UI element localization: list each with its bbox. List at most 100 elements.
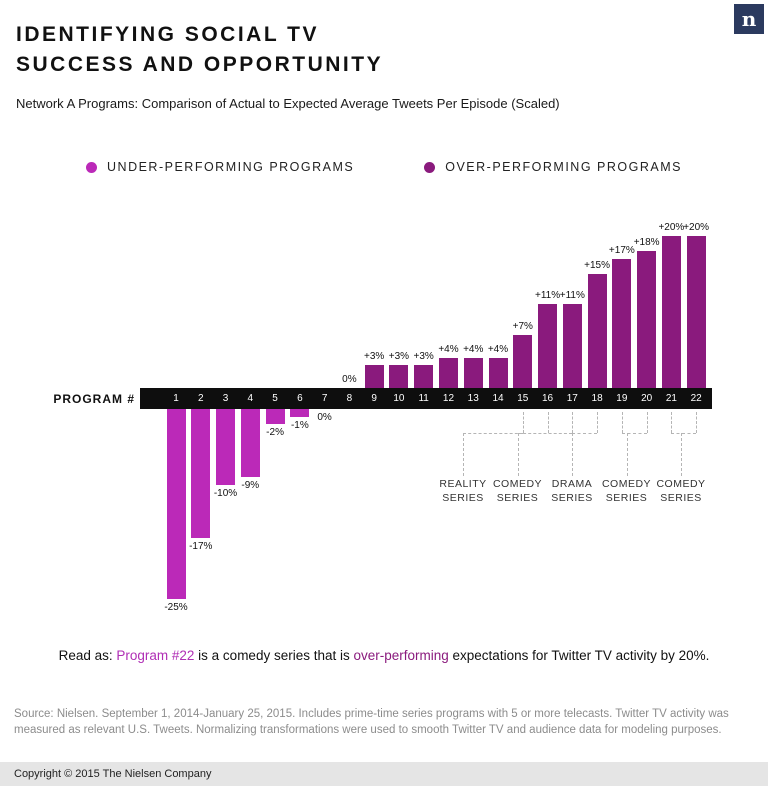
program-number: 11 <box>418 393 429 404</box>
program-number: 14 <box>492 393 504 404</box>
genre-label: DRAMA SERIES <box>537 478 607 505</box>
program-number: 8 <box>346 393 353 404</box>
program-number: 22 <box>690 393 702 404</box>
program-number: 5 <box>272 393 278 404</box>
genre-label-line1: COMEDY <box>656 478 706 490</box>
bar-program-13 <box>463 357 483 388</box>
callout-line <box>671 412 673 433</box>
bar-value-label: +3% <box>388 351 410 363</box>
bar-value-label: -9% <box>241 480 260 492</box>
genre-label: COMEDY SERIES <box>483 478 553 505</box>
page-title-line2: SUCCESS AND OPPORTUNITY <box>16 53 384 77</box>
copyright-text: Copyright © 2015 The Nielsen Company <box>14 768 212 780</box>
bar-program-11 <box>414 365 434 388</box>
genre-label-line2: SERIES <box>442 491 484 504</box>
callout-line <box>547 412 549 433</box>
callout-line <box>696 412 698 433</box>
bar-value-label: +11% <box>559 290 585 302</box>
bar-value-label: +15% <box>584 260 610 271</box>
callout-line <box>463 433 523 434</box>
source-note: Source: Nielsen. September 1, 2014-Janua… <box>14 708 729 737</box>
genre-label-line2: SERIES <box>551 491 593 504</box>
bar-program-4 <box>240 409 260 478</box>
footer-bar: Copyright © 2015 The Nielsen Company <box>0 762 768 786</box>
callout-line <box>621 412 623 433</box>
bar-value-label: +7% <box>512 320 533 332</box>
program-number: 1 <box>173 393 179 404</box>
bar-program-5 <box>265 409 285 425</box>
bar-value-label: +20% <box>658 222 685 233</box>
genre-label-line1: DRAMA <box>551 478 593 490</box>
legend-item-over: OVER-PERFORMING PROGRAMS <box>424 160 682 174</box>
legend-label-under: UNDER-PERFORMING PROGRAMS <box>107 160 355 174</box>
bar-value-label: +20% <box>683 222 710 233</box>
genre-label-line1: COMEDY <box>492 478 543 490</box>
program-number: 19 <box>616 393 628 404</box>
bar-program-16 <box>538 304 558 388</box>
page-title: IDENTIFYING SOCIAL TV SUCCESS AND OPPORT… <box>16 20 383 81</box>
bar-value-label: -17% <box>189 541 213 553</box>
bar-program-1 <box>166 409 186 599</box>
bar-program-20 <box>637 251 657 388</box>
bar-value-label: +18% <box>633 237 660 249</box>
chart-legend: UNDER-PERFORMING PROGRAMS OVER-PERFORMIN… <box>0 160 768 174</box>
bar-program-15 <box>513 334 533 388</box>
legend-label-over: OVER-PERFORMING PROGRAMS <box>445 160 682 174</box>
program-number: 15 <box>517 393 529 404</box>
bar-program-2 <box>191 409 211 539</box>
program-number: 2 <box>197 393 204 404</box>
program-number: 21 <box>665 393 677 404</box>
genre-label-line1: COMEDY <box>601 478 652 490</box>
program-number: 16 <box>541 393 554 404</box>
genre-label-line2: SERIES <box>660 491 702 504</box>
program-number: 6 <box>297 393 303 404</box>
bar-value-label: +4% <box>438 343 459 355</box>
callout-line <box>463 433 464 476</box>
callout-line <box>517 433 573 434</box>
program-number: 3 <box>222 393 229 404</box>
read-as-note: Read as: Program #22 is a comedy series … <box>0 648 768 663</box>
legend-item-under: UNDER-PERFORMING PROGRAMS <box>86 160 354 174</box>
callout-line <box>572 412 574 433</box>
callout-line <box>626 433 628 476</box>
callout-line <box>681 433 682 476</box>
bar-value-label: +17% <box>608 244 635 256</box>
genre-label-line1: REALITY <box>439 478 487 490</box>
bar-value-label: +11% <box>534 290 561 302</box>
bar-value-label: -25% <box>164 602 188 613</box>
callout-line <box>597 412 599 433</box>
bar-value-label: +4% <box>487 343 509 355</box>
callout-line <box>572 433 598 434</box>
bar-value-label: +3% <box>364 351 385 363</box>
read-as-program-highlight: Program #22 <box>116 648 195 663</box>
bar-program-9 <box>364 365 384 388</box>
nielsen-logo-letter: n <box>741 7 757 31</box>
bar-value-label: +3% <box>413 351 434 363</box>
program-number: 13 <box>467 393 479 404</box>
bar-value-label: -2% <box>266 427 284 439</box>
callout-line <box>621 433 647 434</box>
bar-value-label: 0% <box>342 374 357 385</box>
page-title-line1: IDENTIFYING SOCIAL TV <box>16 23 319 46</box>
program-number: 18 <box>591 393 603 404</box>
genre-label: REALITY SERIES <box>428 478 498 505</box>
read-as-suffix: expectations for Twitter TV activity by … <box>448 648 710 663</box>
callout-line <box>646 412 648 433</box>
bar-program-18 <box>587 274 607 388</box>
bar-value-label: -10% <box>213 488 238 499</box>
callout-line <box>671 433 697 434</box>
x-axis-bar <box>140 388 712 409</box>
read-as-prefix: Read as: <box>58 648 117 663</box>
bar-program-17 <box>562 304 582 388</box>
x-axis-label: PROGRAM # <box>53 392 135 406</box>
bar-program-19 <box>612 258 632 388</box>
chart-subtitle: Network A Programs: Comparison of Actual… <box>16 96 560 111</box>
legend-dot-under <box>86 161 98 173</box>
bar-value-label: -1% <box>290 419 309 431</box>
read-as-middle: is a comedy series that is <box>194 648 354 663</box>
genre-label: COMEDY SERIES <box>592 478 662 505</box>
callout-line <box>572 433 573 476</box>
genre-label-line2: SERIES <box>496 491 539 504</box>
program-number: 12 <box>442 393 455 404</box>
program-number: 7 <box>321 393 328 404</box>
